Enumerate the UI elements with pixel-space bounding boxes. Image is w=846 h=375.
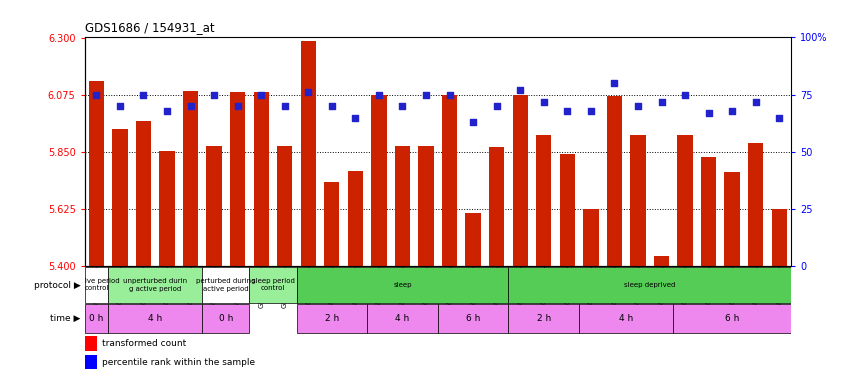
Bar [85, 304, 108, 333]
Point [442, 92, 456, 98]
Point [160, 108, 173, 114]
Bar [136, 122, 151, 266]
Bar [202, 304, 250, 333]
Bar [560, 154, 575, 266]
Bar [297, 267, 508, 303]
Point [772, 115, 786, 121]
Bar [108, 304, 202, 333]
Text: transformed count: transformed count [102, 339, 186, 348]
Text: time ▶: time ▶ [50, 314, 80, 323]
Bar [108, 267, 202, 303]
Point [184, 103, 197, 109]
Text: 2 h: 2 h [325, 314, 339, 323]
Bar [442, 94, 457, 266]
Bar [465, 213, 481, 266]
Bar [159, 151, 174, 266]
Bar [183, 91, 198, 266]
Bar [489, 147, 504, 266]
Text: sleep: sleep [393, 282, 412, 288]
Point [584, 108, 597, 114]
Bar [772, 209, 787, 266]
Point [231, 103, 244, 109]
Bar [701, 157, 717, 266]
Text: percentile rank within the sample: percentile rank within the sample [102, 358, 255, 367]
Bar [85, 355, 97, 369]
Point [702, 110, 716, 116]
Bar [324, 182, 339, 266]
Point [420, 92, 433, 98]
Point [278, 103, 292, 109]
Text: 0 h: 0 h [219, 314, 233, 323]
Text: sleep period
control: sleep period control [251, 279, 294, 291]
Point [678, 92, 692, 98]
Bar [508, 304, 579, 333]
Point [396, 103, 409, 109]
Bar [254, 92, 269, 266]
Bar [89, 81, 104, 266]
Bar [300, 41, 316, 266]
Point [372, 92, 386, 98]
Point [490, 103, 503, 109]
Bar [579, 304, 673, 333]
Text: 2 h: 2 h [536, 314, 551, 323]
Point [514, 87, 527, 93]
Bar [673, 304, 791, 333]
Text: 4 h: 4 h [148, 314, 162, 323]
Point [607, 80, 621, 86]
Bar [395, 146, 410, 266]
Point [90, 92, 103, 98]
Bar [113, 129, 128, 266]
Point [207, 92, 221, 98]
Bar [678, 135, 693, 266]
Bar [654, 256, 669, 266]
Bar [277, 146, 293, 266]
Text: active period
control: active period control [74, 279, 119, 291]
Text: 0 h: 0 h [89, 314, 103, 323]
Point [113, 103, 127, 109]
Bar [230, 92, 245, 266]
Point [349, 115, 362, 121]
Point [301, 89, 315, 95]
Point [466, 119, 480, 125]
Bar [348, 171, 363, 266]
Text: perturbed during
active period: perturbed during active period [196, 279, 255, 291]
Point [561, 108, 574, 114]
Text: unperturbed durin
g active period: unperturbed durin g active period [124, 279, 187, 291]
Bar [250, 267, 296, 303]
Text: sleep deprived: sleep deprived [624, 282, 675, 288]
Bar [508, 267, 791, 303]
Point [255, 92, 268, 98]
Bar [367, 304, 438, 333]
Bar [724, 172, 739, 266]
Point [749, 99, 762, 105]
Bar [536, 135, 552, 266]
Bar [438, 304, 508, 333]
Text: GDS1686 / 154931_at: GDS1686 / 154931_at [85, 21, 214, 34]
Bar [630, 135, 645, 266]
Point [137, 92, 151, 98]
Point [325, 103, 338, 109]
Bar [202, 267, 250, 303]
Text: 4 h: 4 h [395, 314, 409, 323]
Bar [583, 209, 598, 266]
Text: 4 h: 4 h [619, 314, 634, 323]
Point [655, 99, 668, 105]
Bar [513, 94, 528, 266]
Bar [85, 336, 97, 351]
Point [537, 99, 551, 105]
Text: 6 h: 6 h [725, 314, 739, 323]
Bar [607, 96, 622, 266]
Bar [748, 143, 763, 266]
Point [725, 108, 739, 114]
Bar [85, 267, 108, 303]
Bar [419, 146, 434, 266]
Text: 6 h: 6 h [466, 314, 481, 323]
Point [631, 103, 645, 109]
Text: protocol ▶: protocol ▶ [34, 280, 80, 290]
Bar [371, 94, 387, 266]
Bar [206, 146, 222, 266]
Bar [297, 304, 367, 333]
